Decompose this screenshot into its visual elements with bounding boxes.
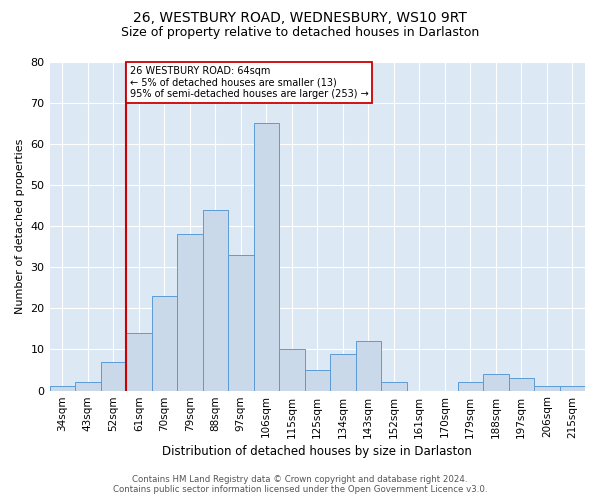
Bar [152, 296, 177, 390]
Text: 26 WESTBURY ROAD: 64sqm
← 5% of detached houses are smaller (13)
95% of semi-det: 26 WESTBURY ROAD: 64sqm ← 5% of detached… [130, 66, 368, 99]
Bar [254, 123, 279, 390]
Text: Contains public sector information licensed under the Open Government Licence v3: Contains public sector information licen… [113, 485, 487, 494]
Bar [203, 210, 228, 390]
Y-axis label: Number of detached properties: Number of detached properties [15, 138, 25, 314]
X-axis label: Distribution of detached houses by size in Darlaston: Distribution of detached houses by size … [163, 444, 472, 458]
Bar [560, 386, 585, 390]
Bar [458, 382, 483, 390]
Text: Contains HM Land Registry data © Crown copyright and database right 2024.: Contains HM Land Registry data © Crown c… [132, 475, 468, 484]
Text: 26, WESTBURY ROAD, WEDNESBURY, WS10 9RT: 26, WESTBURY ROAD, WEDNESBURY, WS10 9RT [133, 11, 467, 25]
Bar [101, 362, 126, 390]
Bar [126, 333, 152, 390]
Text: Size of property relative to detached houses in Darlaston: Size of property relative to detached ho… [121, 26, 479, 39]
Bar [279, 350, 305, 391]
Bar [534, 386, 560, 390]
Bar [330, 354, 356, 391]
Bar [177, 234, 203, 390]
Bar [228, 255, 254, 390]
Bar [305, 370, 330, 390]
Bar [75, 382, 101, 390]
Bar [509, 378, 534, 390]
Bar [381, 382, 407, 390]
Bar [50, 386, 75, 390]
Bar [483, 374, 509, 390]
Bar [356, 341, 381, 390]
